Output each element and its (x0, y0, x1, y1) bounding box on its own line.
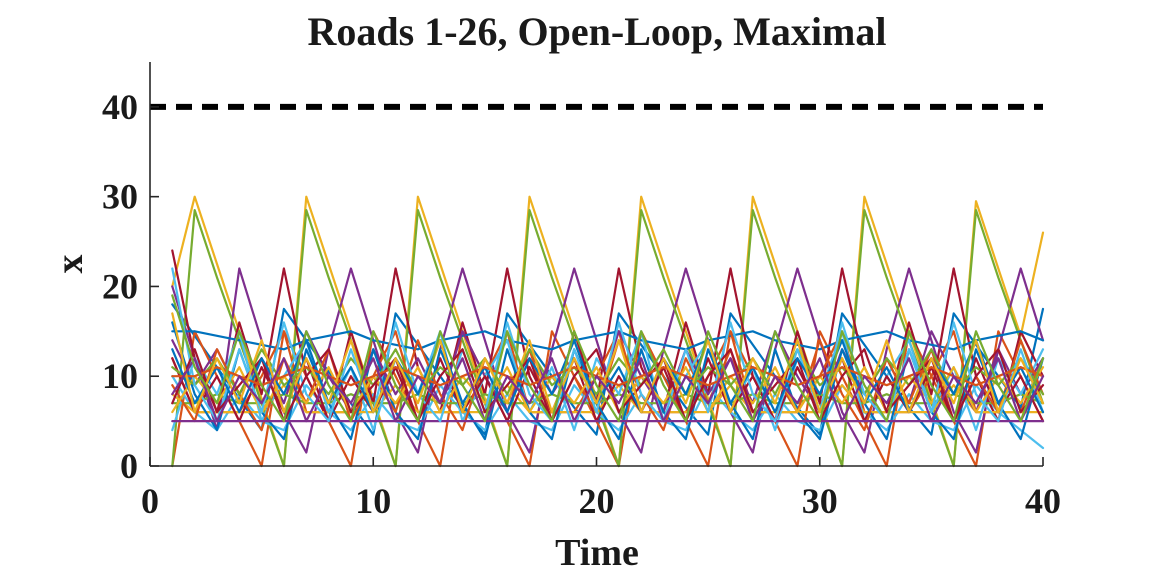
plot-area (150, 103, 1045, 468)
y-tick-label-0: 0 (120, 446, 138, 486)
x-tick-label-0: 0 (141, 481, 159, 521)
x-axis-label: Time (555, 532, 639, 574)
series-line-5 (171, 209, 1045, 468)
y-tick-label-10: 10 (102, 356, 138, 396)
x-tick-label-10: 10 (355, 481, 391, 521)
y-axis: 0 10 20 30 40 (102, 62, 159, 486)
x-tick-label-20: 20 (579, 481, 615, 521)
series-line-26 (171, 294, 1045, 423)
x-axis: 0 10 20 30 40 (141, 457, 1061, 521)
x-tick-label-40: 40 (1025, 481, 1061, 521)
y-tick-label-20: 20 (102, 266, 138, 306)
series-line-8 (171, 330, 1045, 351)
y-tick-label-30: 30 (102, 177, 138, 217)
y-tick-label-40: 40 (102, 87, 138, 127)
x-tick-label-30: 30 (802, 481, 838, 521)
y-axis-label: x (49, 255, 91, 274)
series-line-20 (171, 267, 1045, 423)
chart-title: Roads 1-26, Open-Loop, Maximal (308, 9, 887, 54)
